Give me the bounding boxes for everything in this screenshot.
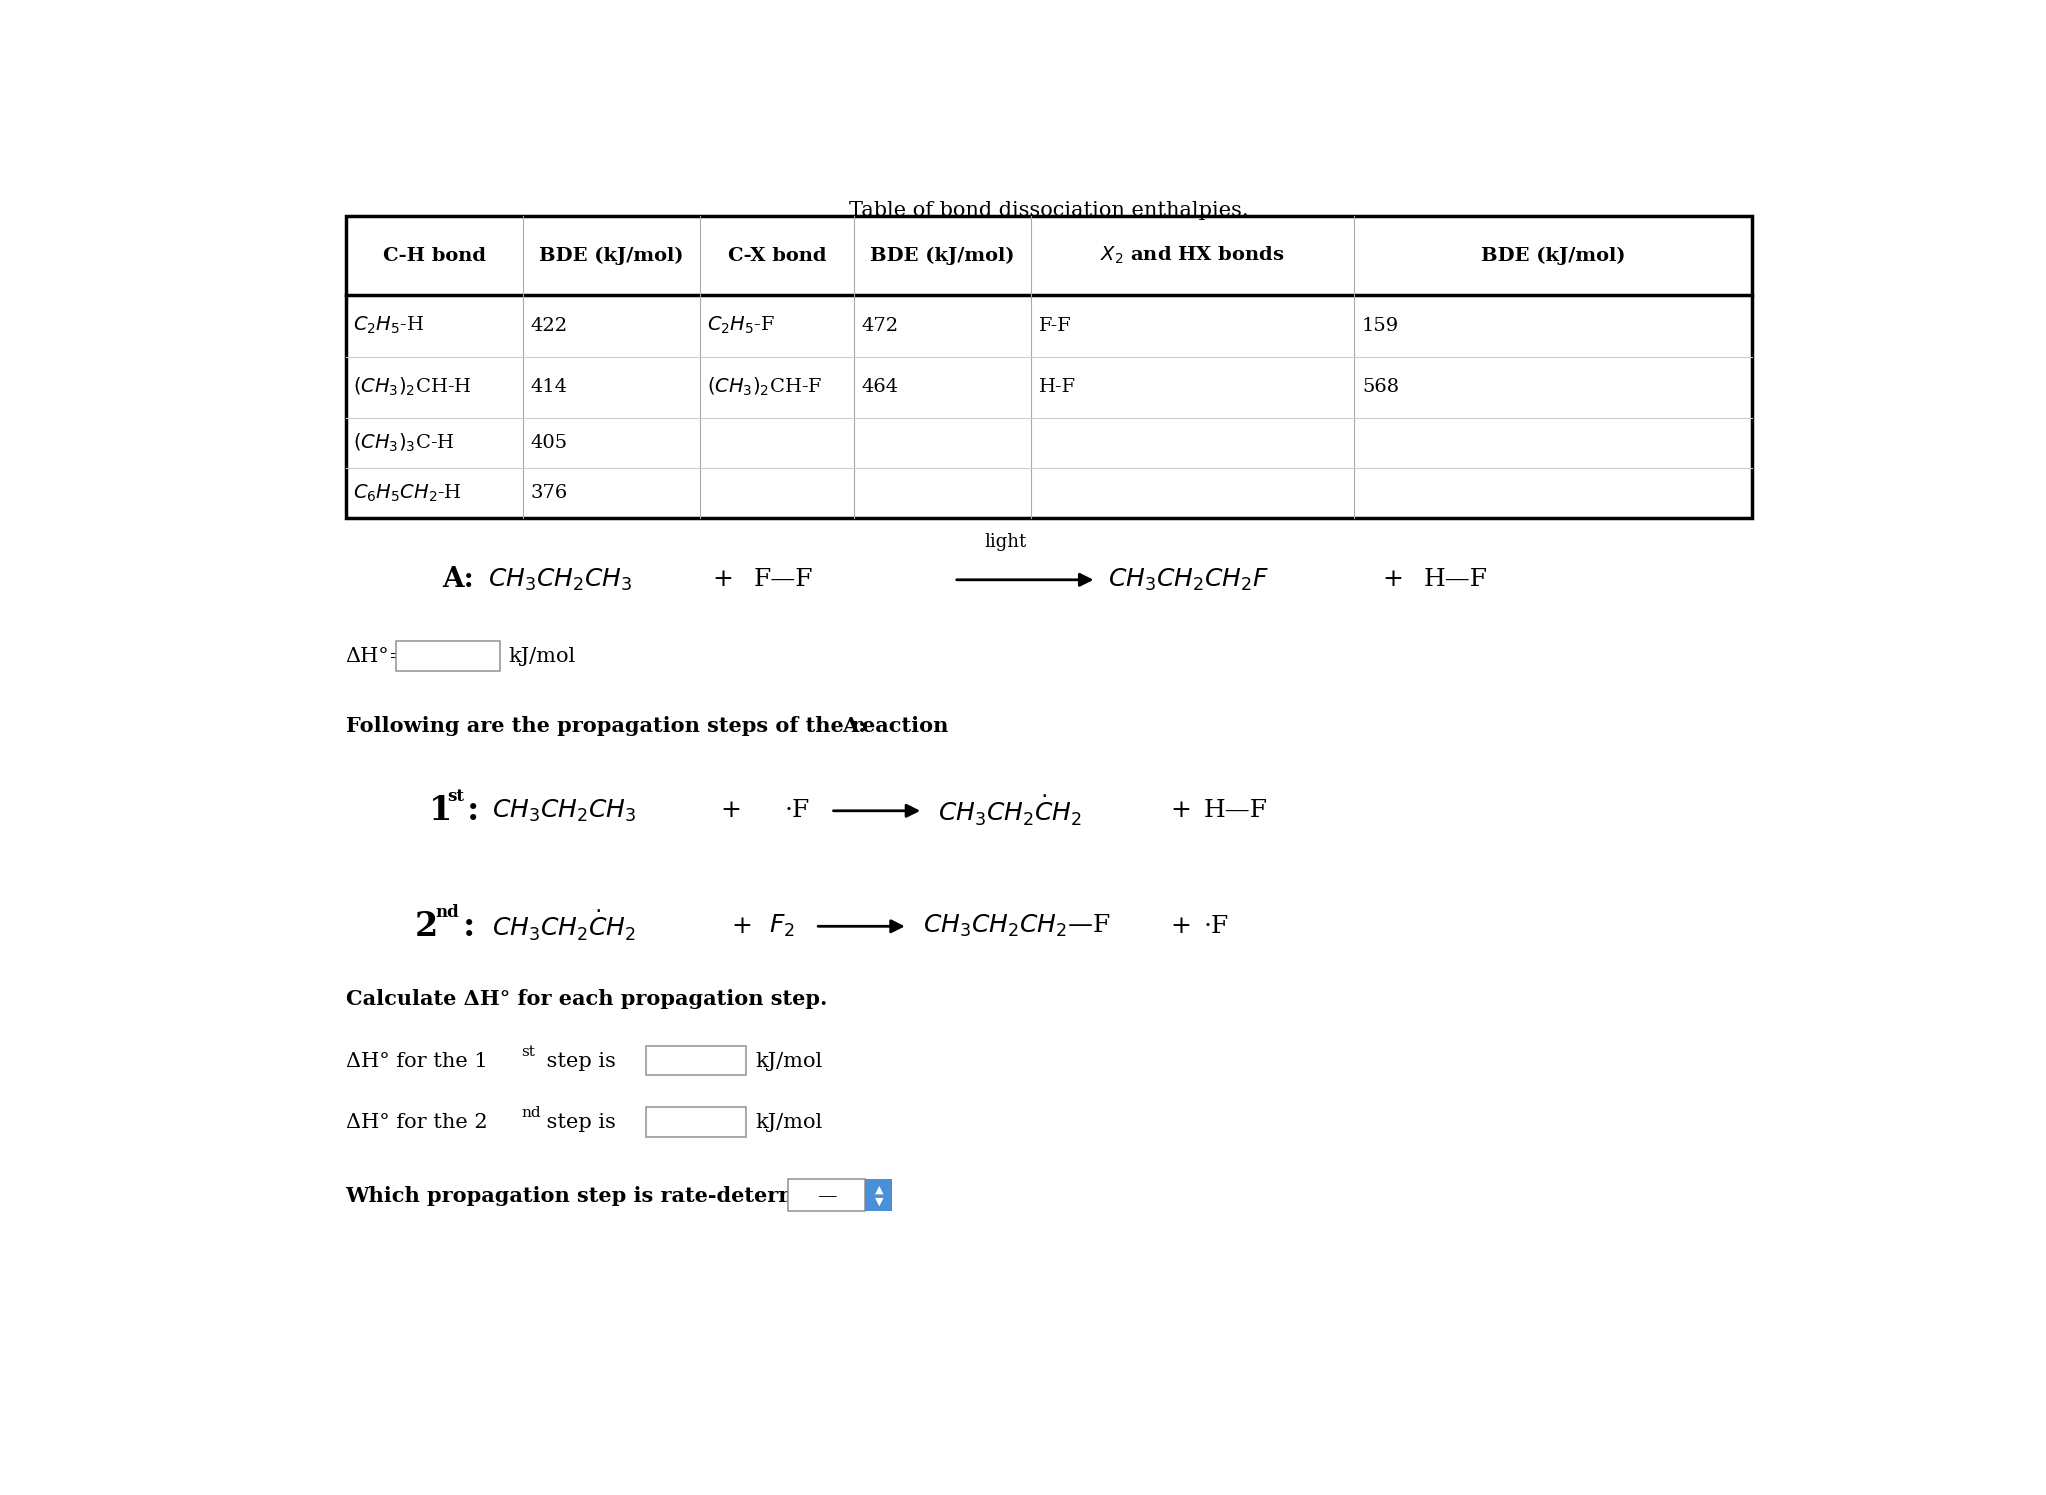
Text: $CH_3CH_2CH_3$: $CH_3CH_2CH_3$ (489, 567, 632, 594)
Text: st: st (448, 788, 464, 806)
Text: F—F: F—F (753, 568, 812, 592)
Text: $F_2$: $F_2$ (769, 913, 794, 939)
Text: kJ/mol: kJ/mol (755, 1114, 822, 1132)
Bar (788, 1180, 865, 1211)
Text: step is: step is (540, 1114, 616, 1132)
Text: $(CH_3)_2$CH-F: $(CH_3)_2$CH-F (708, 377, 822, 399)
Text: $C_6H_5CH_2$-H: $C_6H_5CH_2$-H (354, 483, 462, 504)
Text: $X_2$ and HX bonds: $X_2$ and HX bonds (1101, 245, 1285, 266)
Text: H-F: H-F (1039, 378, 1076, 396)
Text: Following are the propagation steps of the reaction: Following are the propagation steps of t… (346, 716, 955, 736)
Text: ΔH° for the 1: ΔH° for the 1 (346, 1051, 487, 1070)
Text: BDE (kJ/mol): BDE (kJ/mol) (1481, 247, 1625, 265)
Bar (647, 1045, 747, 1075)
Text: 422: 422 (530, 317, 567, 335)
Text: ·F: ·F (784, 800, 810, 822)
Text: 414: 414 (530, 378, 567, 396)
Text: $CH_3CH_2CH_2F$: $CH_3CH_2CH_2F$ (1107, 567, 1269, 594)
Text: +: + (720, 800, 741, 822)
Text: H—F: H—F (1424, 568, 1487, 592)
Text: ΔH°=: ΔH°= (346, 647, 407, 667)
Text: $(CH_3)_2$CH-H: $(CH_3)_2$CH-H (354, 377, 473, 399)
Text: nd: nd (436, 904, 458, 921)
Text: 159: 159 (1363, 317, 1399, 335)
Text: +: + (1170, 800, 1191, 822)
Text: $CH_3CH_2\dot{C}H_2$: $CH_3CH_2\dot{C}H_2$ (491, 909, 636, 943)
Text: ΔH° for the 2: ΔH° for the 2 (346, 1114, 487, 1132)
Text: Which propagation step is rate-determining?: Which propagation step is rate-determini… (346, 1186, 874, 1206)
Text: $CH_3CH_2\dot{C}H_2$: $CH_3CH_2\dot{C}H_2$ (939, 794, 1082, 828)
Text: C-X bond: C-X bond (728, 247, 827, 265)
Text: 405: 405 (530, 434, 567, 451)
Text: $C_2H_5$-F: $C_2H_5$-F (708, 315, 775, 336)
Text: $C_2H_5$-H: $C_2H_5$-H (354, 315, 424, 336)
Text: —: — (816, 1187, 837, 1205)
Text: +: + (712, 568, 732, 592)
Text: kJ/mol: kJ/mol (509, 647, 577, 667)
Text: 1: 1 (430, 794, 452, 827)
Text: ▲: ▲ (874, 1184, 884, 1195)
Text: light: light (984, 532, 1027, 550)
Text: 2: 2 (415, 910, 438, 943)
Text: st: st (522, 1045, 534, 1058)
Text: 464: 464 (861, 378, 898, 396)
Text: 376: 376 (530, 484, 567, 502)
Text: :: : (466, 794, 479, 827)
Text: A:: A: (843, 716, 865, 736)
Text: $CH_3CH_2CH_3$: $CH_3CH_2CH_3$ (491, 798, 636, 824)
Text: C-H bond: C-H bond (383, 247, 485, 265)
Bar (647, 1108, 747, 1136)
Bar (865, 1180, 892, 1211)
Text: nd: nd (522, 1106, 540, 1120)
Text: 472: 472 (861, 317, 898, 335)
Text: BDE (kJ/mol): BDE (kJ/mol) (538, 247, 683, 265)
Bar (346, 217, 1751, 519)
Text: A:: A: (442, 567, 473, 594)
Text: +: + (1383, 568, 1404, 592)
Text: +: + (732, 915, 753, 937)
Text: F-F: F-F (1039, 317, 1072, 335)
Text: $(CH_3)_3$C-H: $(CH_3)_3$C-H (354, 432, 454, 454)
Text: ▼: ▼ (874, 1197, 884, 1206)
Text: H—F: H—F (1205, 800, 1269, 822)
Text: step is: step is (540, 1051, 616, 1070)
Bar (395, 641, 499, 671)
Text: Table of bond dissociation enthalpies.: Table of bond dissociation enthalpies. (849, 200, 1248, 220)
Text: Calculate ΔH° for each propagation step.: Calculate ΔH° for each propagation step. (346, 990, 827, 1009)
Text: kJ/mol: kJ/mol (755, 1051, 822, 1070)
Text: :: : (462, 910, 475, 943)
Text: ·F: ·F (1205, 915, 1230, 937)
Text: BDE (kJ/mol): BDE (kJ/mol) (870, 247, 1015, 265)
Text: 568: 568 (1363, 378, 1399, 396)
Text: +: + (1170, 915, 1191, 937)
Text: $CH_3CH_2CH_2$—F: $CH_3CH_2CH_2$—F (923, 913, 1111, 939)
